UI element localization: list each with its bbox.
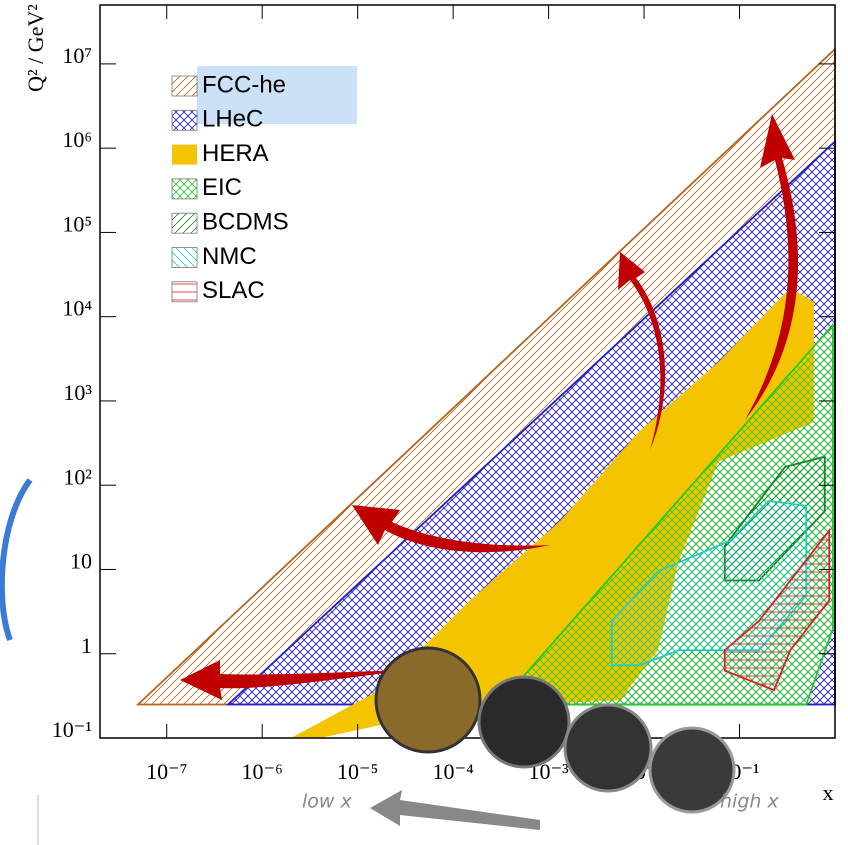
legend-swatch <box>172 179 197 199</box>
y-tick-label: 1 <box>81 633 92 658</box>
x-tick-label: 10⁻⁴ <box>432 759 474 784</box>
legend-swatch <box>172 145 197 165</box>
proton-image <box>376 648 480 752</box>
y-axis-label: Q² / GeV² <box>23 4 48 92</box>
x-tick-label: 10⁻⁵ <box>337 759 378 784</box>
y-tick-label: 10² <box>63 464 92 489</box>
legend-swatch <box>172 248 197 268</box>
page: 10⁻⁷10⁻⁶10⁻⁵10⁻⁴10⁻³10⁻²10⁻¹10⁻¹11010²10… <box>0 0 848 845</box>
legend-swatch <box>172 213 197 233</box>
annotation: high x <box>720 791 779 813</box>
y-tick-label: 10 <box>70 549 92 574</box>
side-image <box>2 480 38 845</box>
proton-image <box>565 705 651 791</box>
x-tick-label: 10⁻⁷ <box>146 759 187 784</box>
legend-swatch <box>172 282 197 302</box>
energy-arrow <box>370 790 540 830</box>
annotation: low x <box>302 791 352 813</box>
chart: 10⁻⁷10⁻⁶10⁻⁵10⁻⁴10⁻³10⁻²10⁻¹10⁻¹11010²10… <box>0 0 848 845</box>
y-tick-label: 10⁷ <box>62 43 92 68</box>
proton-image <box>479 677 569 767</box>
cut-image <box>2 480 30 640</box>
y-tick-label: 10⁴ <box>62 296 92 321</box>
y-tick-label: 10⁻¹ <box>52 717 92 742</box>
x-tick-label: 10⁻⁶ <box>242 759 283 784</box>
legend-swatch <box>172 110 197 130</box>
legend-swatch <box>172 76 197 96</box>
legend-label: FCC-he <box>202 71 286 98</box>
legend-label: BCDMS <box>202 209 289 236</box>
legend-label: EIC <box>202 174 242 201</box>
y-tick-label: 10⁶ <box>62 127 92 152</box>
legend-label: NMC <box>202 243 257 270</box>
legend-label: LHeC <box>202 106 263 133</box>
x-axis-label: x <box>823 780 834 805</box>
y-tick-label: 10⁵ <box>62 211 92 236</box>
legend-label: SLAC <box>202 277 265 304</box>
legend-label: HERA <box>202 140 269 167</box>
y-tick-label: 10³ <box>63 380 92 405</box>
